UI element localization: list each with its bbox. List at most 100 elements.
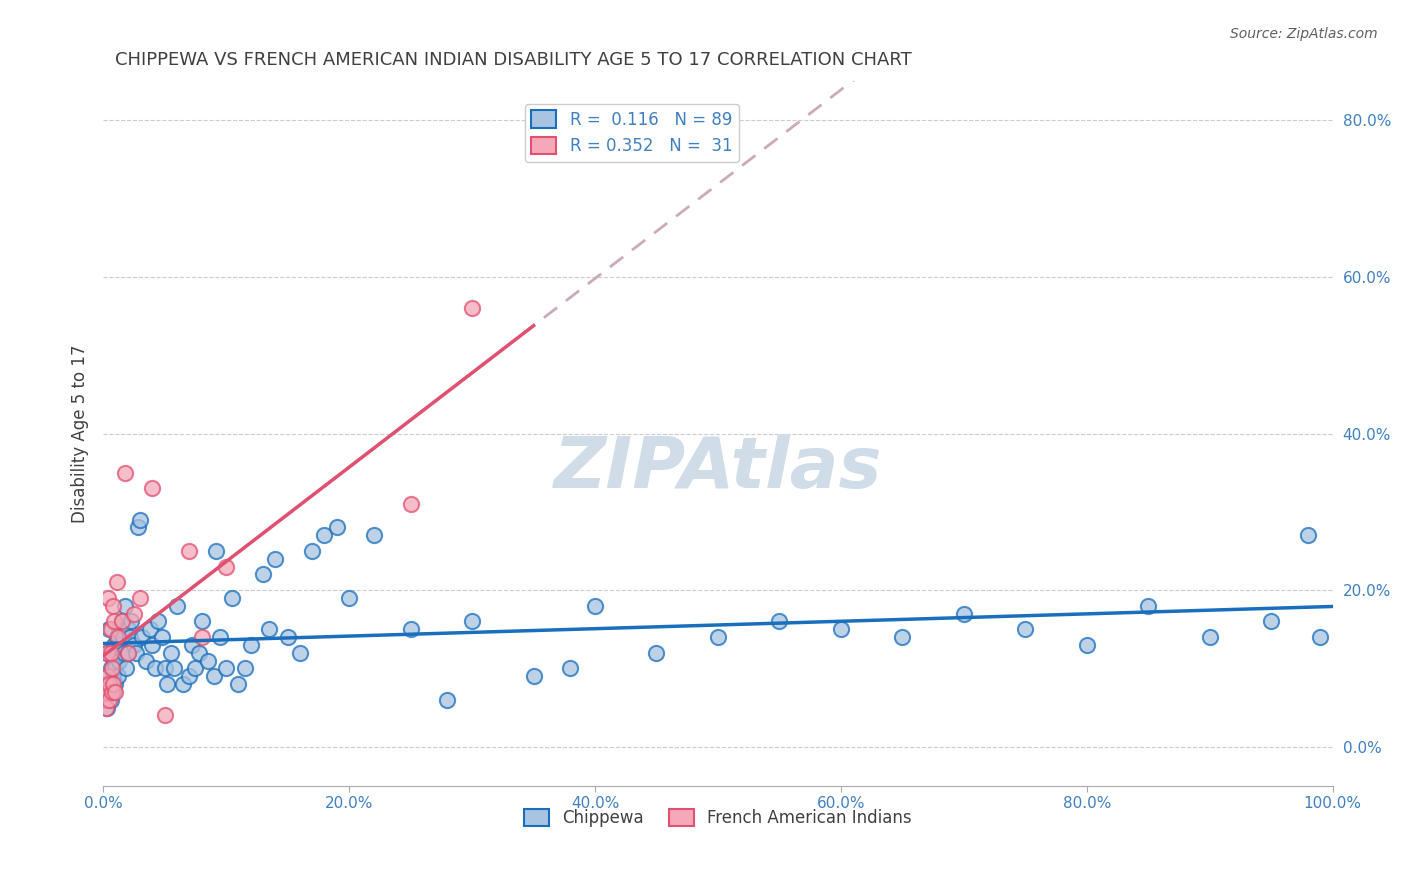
Point <box>205 544 228 558</box>
Point <box>96 646 118 660</box>
Point <box>197 654 219 668</box>
Point <box>112 646 135 660</box>
Point <box>148 615 170 629</box>
Point <box>560 661 582 675</box>
Point <box>953 607 976 621</box>
Point <box>768 615 790 629</box>
Point <box>583 599 606 613</box>
Point <box>107 630 129 644</box>
Point <box>159 646 181 660</box>
Point <box>461 301 484 316</box>
Point <box>153 661 176 675</box>
Point <box>105 575 128 590</box>
Point <box>645 646 668 660</box>
Point <box>94 700 117 714</box>
Point <box>103 638 125 652</box>
Point <box>139 622 162 636</box>
Point <box>94 677 117 691</box>
Point <box>830 622 852 636</box>
Point <box>100 646 122 660</box>
Point <box>98 677 121 691</box>
Point <box>110 615 132 629</box>
Point <box>179 544 201 558</box>
Point <box>188 646 211 660</box>
Point <box>399 497 422 511</box>
Point <box>107 646 129 660</box>
Point <box>153 708 176 723</box>
Point <box>100 661 122 675</box>
Point <box>127 520 149 534</box>
Point <box>94 677 117 691</box>
Point <box>143 661 166 675</box>
Point <box>97 591 120 605</box>
Point <box>100 685 122 699</box>
Point <box>252 567 274 582</box>
Point <box>117 646 139 660</box>
Point <box>399 622 422 636</box>
Point <box>202 669 225 683</box>
Point <box>522 669 544 683</box>
Point <box>156 677 179 691</box>
Point <box>108 622 131 636</box>
Point <box>129 591 152 605</box>
Point <box>1137 599 1160 613</box>
Point <box>122 607 145 621</box>
Point <box>301 544 323 558</box>
Point <box>120 615 142 629</box>
Y-axis label: Disability Age 5 to 17: Disability Age 5 to 17 <box>72 344 89 523</box>
Point <box>215 661 238 675</box>
Point <box>105 630 128 644</box>
Point <box>103 615 125 629</box>
Point <box>141 638 163 652</box>
Point <box>326 520 349 534</box>
Point <box>184 661 207 675</box>
Point <box>208 630 231 644</box>
Point <box>1296 528 1319 542</box>
Text: Source: ZipAtlas.com: Source: ZipAtlas.com <box>1230 27 1378 41</box>
Point <box>100 646 122 660</box>
Point <box>125 646 148 660</box>
Point <box>221 591 243 605</box>
Point <box>103 654 125 668</box>
Text: ZIPAtlas: ZIPAtlas <box>554 434 882 503</box>
Point <box>314 528 336 542</box>
Point <box>277 630 299 644</box>
Point <box>436 692 458 706</box>
Point <box>1198 630 1220 644</box>
Point <box>100 622 122 636</box>
Point <box>100 692 122 706</box>
Point <box>1260 615 1282 629</box>
Point <box>98 677 121 691</box>
Point <box>114 466 136 480</box>
Point <box>1076 638 1098 652</box>
Point <box>110 638 132 652</box>
Text: CHIPPEWA VS FRENCH AMERICAN INDIAN DISABILITY AGE 5 TO 17 CORRELATION CHART: CHIPPEWA VS FRENCH AMERICAN INDIAN DISAB… <box>115 51 912 69</box>
Point <box>179 669 201 683</box>
Point <box>98 692 121 706</box>
Point <box>461 615 484 629</box>
Point <box>141 481 163 495</box>
Point <box>114 599 136 613</box>
Point <box>228 677 250 691</box>
Point <box>101 677 124 691</box>
Point <box>96 700 118 714</box>
Point <box>96 646 118 660</box>
Point <box>233 661 256 675</box>
Point <box>108 654 131 668</box>
Point <box>172 677 194 691</box>
Point <box>257 622 280 636</box>
Point <box>100 661 122 675</box>
Point <box>166 599 188 613</box>
Point <box>93 692 115 706</box>
Point <box>891 630 914 644</box>
Point <box>163 661 186 675</box>
Point <box>97 669 120 683</box>
Point <box>101 669 124 683</box>
Point <box>288 646 311 660</box>
Point <box>363 528 385 542</box>
Point <box>150 630 173 644</box>
Point <box>239 638 262 652</box>
Point <box>107 669 129 683</box>
Point <box>101 599 124 613</box>
Point <box>98 622 121 636</box>
